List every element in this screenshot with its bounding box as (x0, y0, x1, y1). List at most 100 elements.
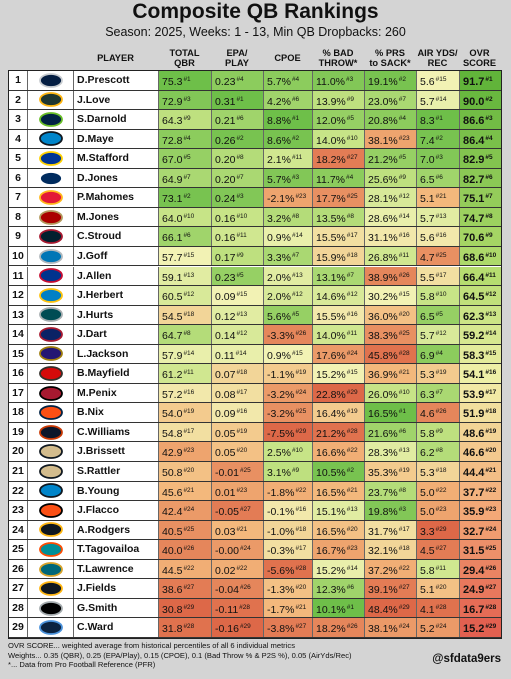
team-logo-shape (38, 170, 63, 186)
metric-cell-epa: 0.16#11 (212, 227, 264, 246)
metric-rank: #8 (346, 212, 355, 220)
metric-rank: #27 (398, 584, 410, 592)
player-name: J.Flacco (74, 501, 159, 520)
metric-cell-cpoe: 0.9%#15 (264, 344, 313, 364)
metric-cell-epa: 0.03#21 (212, 520, 264, 540)
metric-rank: #9 (291, 467, 300, 474)
player-name: C.Williams (74, 422, 159, 442)
ovr-score-cell: 74.7#8 (460, 207, 501, 227)
metric-cell-qbr: 38.6#27 (159, 579, 212, 598)
ovr-score-cell: 53.9#17 (460, 383, 501, 403)
team-logo-icon (28, 188, 74, 207)
metric-cell-epa: 0.07#18 (212, 364, 264, 383)
metric-rank: #29 (435, 525, 447, 533)
metric-rank: #21 (435, 193, 447, 201)
table-row: 8 M.Jones 64.0#10 0.16#10 3.2%#8 13.5%#8 28.6%… (9, 207, 501, 228)
metric-rank: #25 (435, 251, 447, 259)
metric-cell-epa: 0.12#13 (212, 305, 264, 325)
metric-cell-epa: 0.31#1 (212, 90, 264, 110)
metric-rank: #7 (183, 173, 191, 181)
metric-cell-cpoe: 3.3%#7 (264, 246, 313, 266)
metric-rank: #29 (295, 427, 307, 435)
ovr-rank: #3 (485, 115, 493, 123)
metric-cell-cpoe: 3.2%#8 (264, 207, 313, 227)
metric-cell-qbr: 57.7#15 (159, 246, 212, 266)
team-logo-icon (28, 344, 74, 364)
player-name: J.Fields (74, 579, 159, 598)
team-logo-icon (28, 129, 74, 149)
metric-cell-bad: 18.2%#26 (313, 618, 365, 637)
metric-cell-cpoe: -2.1%#23 (264, 188, 313, 207)
ovr-score-cell: 82.7#6 (460, 168, 501, 188)
metric-rank: #7 (346, 271, 355, 279)
metric-cell-epa: 0.23#5 (212, 266, 264, 285)
rank-cell: 8 (9, 207, 28, 227)
metric-rank: #14 (346, 564, 358, 572)
metric-cell-air: 4.1#28 (417, 598, 460, 618)
metric-rank: #4 (435, 349, 443, 357)
table-row: 25 T.Tagovailoa 40.0#26 -0.00#24 -0.3%#17 16.… (9, 540, 501, 560)
table-row: 11 J.Allen 59.1#13 0.23#5 2.0%#13 13.1%#7 38.9… (9, 266, 501, 286)
metric-cell-bad: 16.5%#20 (313, 520, 365, 540)
metric-cell-air: 5.2#24 (417, 618, 460, 637)
metric-rank: #25 (346, 193, 358, 201)
metric-rank: #13 (435, 212, 447, 220)
metric-cell-air: 5.8#9 (417, 422, 460, 442)
metric-rank: #14 (235, 349, 247, 357)
metric-rank: #28 (183, 623, 195, 631)
header-total-qbr: TOTAL QBR (169, 48, 200, 68)
ovr-rank: #27 (485, 584, 497, 592)
table-row: 10 J.Goff 57.7#15 0.17#9 3.3%#7 15.9%#18 26.8%… (9, 246, 501, 267)
metric-cell-qbr: 54.8#17 (159, 422, 212, 442)
metric-cell-bad: 14.6%#12 (313, 286, 365, 305)
metric-rank: #27 (183, 584, 195, 592)
ovr-rank: #14 (485, 330, 497, 338)
ovr-score-cell: 35.9#23 (460, 501, 501, 520)
metric-cell-air: 7.4#2 (417, 129, 460, 149)
metric-rank: #24 (435, 623, 447, 631)
rank-cell: 26 (9, 559, 28, 579)
team-logo-icon (28, 618, 74, 637)
metric-cell-cpoe: -1.1%#19 (264, 364, 313, 383)
metric-rank: #22 (295, 486, 307, 494)
header-cpoe: CPOE (274, 53, 301, 63)
team-logo-icon (28, 501, 74, 520)
table-row: 4 D.Maye 72.8#4 0.26#2 8.6%#2 14.0%#10 38.1%#2… (9, 129, 501, 150)
rank-cell: 3 (9, 110, 28, 129)
rank-cell: 24 (9, 520, 28, 540)
metric-rank: #24 (346, 349, 358, 357)
ovr-score-cell: 64.5#12 (460, 286, 501, 305)
metric-cell-qbr: 59.1#13 (159, 266, 212, 285)
metric-rank: #3 (435, 154, 443, 162)
table-row: 7 P.Mahomes 73.1#2 0.24#3 -2.1%#23 17.7%#25 28… (9, 188, 501, 208)
metric-rank: #5 (346, 115, 355, 123)
player-name: J.Allen (74, 266, 159, 285)
metric-cell-qbr: 61.2#11 (159, 364, 212, 383)
metric-cell-prs: 37.2%#22 (365, 559, 417, 579)
metric-rank: #15 (435, 76, 447, 83)
metric-rank: #14 (435, 95, 447, 103)
player-name: G.Smith (74, 598, 159, 618)
ovr-rank: #8 (485, 212, 493, 220)
metric-rank: #5 (236, 271, 244, 279)
metric-rank: #12 (435, 330, 447, 338)
rank-cell: 28 (9, 598, 28, 618)
metric-cell-qbr: 50.8#20 (159, 462, 212, 481)
metric-rank: #7 (398, 95, 407, 103)
metric-rank: #28 (346, 427, 358, 435)
table-row: 5 M.Stafford 67.0#5 0.20#8 2.1%#11 18.2%#27 21… (9, 149, 501, 169)
metric-cell-bad: 17.6%#24 (313, 344, 365, 364)
metric-rank: #29 (239, 623, 251, 631)
metric-rank: #26 (183, 545, 195, 553)
table-row: 27 J.Fields 38.6#27 -0.04#26 -1.3%#20 12.3%#6… (9, 579, 501, 599)
metric-cell-bad: 16.4%#19 (313, 403, 365, 422)
metric-cell-prs: 23.0%#7 (365, 90, 417, 110)
metric-cell-epa: 0.02#22 (212, 559, 264, 579)
metric-rank: #13 (346, 506, 358, 514)
metric-cell-prs: 21.6%#6 (365, 422, 417, 442)
metric-rank: #19 (346, 408, 358, 416)
metric-cell-bad: 14.0%#10 (313, 129, 365, 149)
table-row: 3 S.Darnold 64.3#9 0.21#6 8.8%#1 12.0%#5 20.8%… (9, 110, 501, 130)
metric-cell-air: 6.2#8 (417, 442, 460, 461)
metric-rank: #3 (346, 76, 354, 83)
